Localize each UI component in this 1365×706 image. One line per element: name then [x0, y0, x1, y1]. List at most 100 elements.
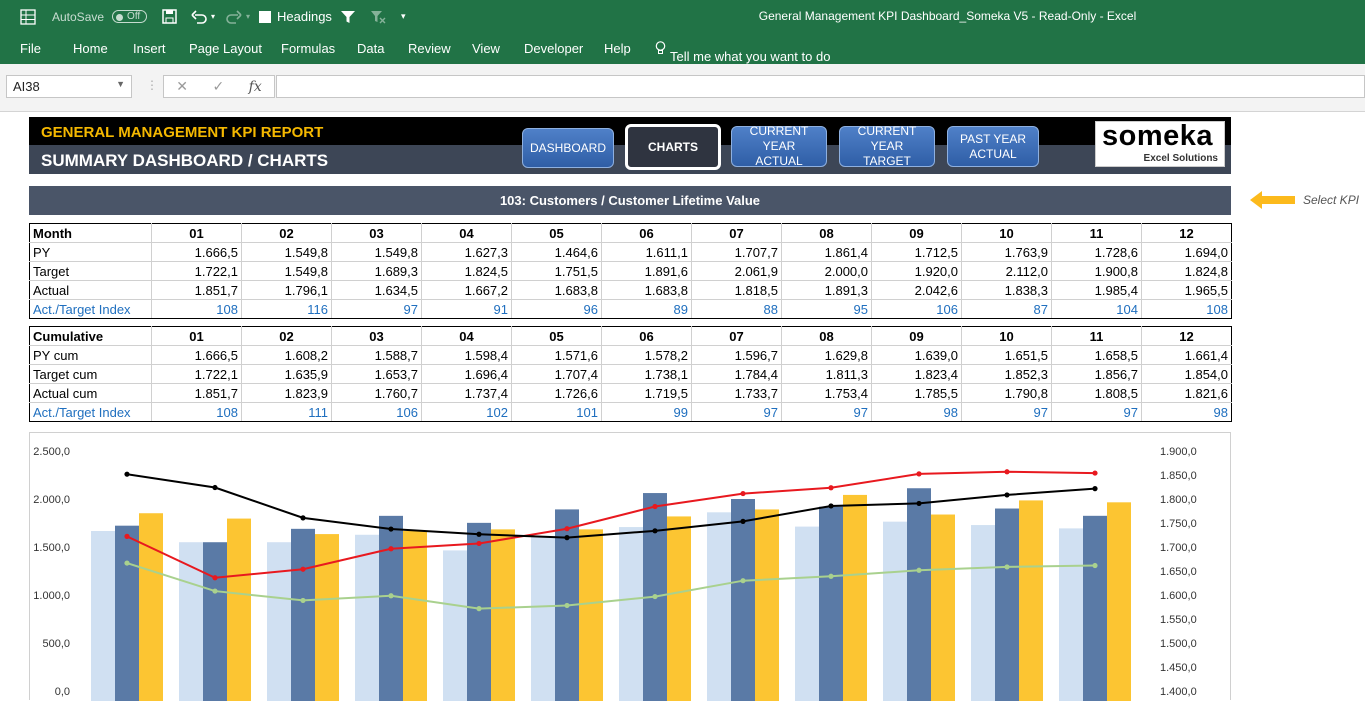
- cumulative-month-header[interactable]: 11: [1051, 326, 1142, 346]
- monthly-cell[interactable]: 89: [601, 299, 692, 319]
- tab-developer[interactable]: Developer: [524, 41, 584, 56]
- monthly-cell[interactable]: 1.549,8: [331, 242, 422, 262]
- cumulative-cell[interactable]: 97: [781, 402, 872, 422]
- cumulative-cell[interactable]: 1.856,7: [1051, 364, 1142, 384]
- cumulative-cell[interactable]: 1.753,4: [781, 383, 872, 403]
- cumulative-cell[interactable]: 102: [421, 402, 512, 422]
- cumulative-cell[interactable]: 1.823,9: [241, 383, 332, 403]
- monthly-cell[interactable]: 2.000,0: [781, 261, 872, 281]
- cumulative-cell[interactable]: 101: [511, 402, 602, 422]
- kpi-chart[interactable]: 0,0 500,0 1.000,0 1.500,0 2.000,0 2.500,0 1.40…: [29, 432, 1231, 701]
- monthly-month-header[interactable]: 01: [151, 223, 242, 243]
- cumulative-cell[interactable]: 1.588,7: [331, 345, 422, 365]
- monthly-cell[interactable]: 108: [1141, 299, 1232, 319]
- cumulative-cell[interactable]: 1.851,7: [151, 383, 242, 403]
- monthly-cell[interactable]: 88: [691, 299, 782, 319]
- cumulative-month-header[interactable]: 12: [1141, 326, 1232, 346]
- cumulative-cell[interactable]: 1.784,4: [691, 364, 782, 384]
- cumulative-cell[interactable]: 97: [1051, 402, 1142, 422]
- cumulative-cell[interactable]: 1.823,4: [871, 364, 962, 384]
- cumulative-month-header[interactable]: 04: [421, 326, 512, 346]
- monthly-header-label[interactable]: Month: [29, 223, 152, 243]
- filter-icon[interactable]: [340, 0, 356, 33]
- cumulative-cell[interactable]: 1.658,5: [1051, 345, 1142, 365]
- autosave-toggle[interactable]: AutoSave Off: [52, 0, 148, 33]
- charts-button[interactable]: CHARTS: [625, 124, 721, 170]
- monthly-row-label[interactable]: PY: [29, 242, 152, 262]
- cumulative-cell[interactable]: 1.852,3: [961, 364, 1052, 384]
- cumulative-cell[interactable]: 99: [601, 402, 692, 422]
- monthly-cell[interactable]: 1.851,7: [151, 280, 242, 300]
- headings-checkbox[interactable]: Headings: [259, 0, 332, 33]
- enter-icon[interactable]: ✓: [212, 78, 225, 94]
- monthly-cell[interactable]: 1.549,8: [241, 261, 332, 281]
- cumulative-month-header[interactable]: 03: [331, 326, 422, 346]
- current-year-target-button[interactable]: CURRENT YEAR TARGET: [839, 124, 935, 168]
- monthly-month-header[interactable]: 03: [331, 223, 422, 243]
- save-icon[interactable]: [162, 0, 177, 33]
- monthly-month-header[interactable]: 06: [601, 223, 692, 243]
- cumulative-cell[interactable]: 97: [961, 402, 1052, 422]
- monthly-cell[interactable]: 96: [511, 299, 602, 319]
- cumulative-row-label[interactable]: PY cum: [29, 345, 152, 365]
- tab-data[interactable]: Data: [357, 41, 385, 56]
- customize-toolbar-icon[interactable]: ▾: [401, 11, 406, 21]
- kpi-title-bar[interactable]: 103: Customers / Customer Lifetime Value: [29, 186, 1231, 215]
- monthly-month-header[interactable]: 10: [961, 223, 1052, 243]
- cumulative-cell[interactable]: 1.629,8: [781, 345, 872, 365]
- monthly-cell[interactable]: 1.549,8: [241, 242, 332, 262]
- monthly-cell[interactable]: 1.707,7: [691, 242, 782, 262]
- monthly-cell[interactable]: 1.965,5: [1141, 280, 1232, 300]
- monthly-cell[interactable]: 1.985,4: [1051, 280, 1142, 300]
- cumulative-cell[interactable]: 1.651,5: [961, 345, 1052, 365]
- cancel-icon[interactable]: ✕: [176, 78, 188, 94]
- cumulative-month-header[interactable]: 07: [691, 326, 782, 346]
- monthly-month-header[interactable]: 07: [691, 223, 782, 243]
- monthly-cell[interactable]: 1.838,3: [961, 280, 1052, 300]
- dashboard-button[interactable]: DASHBOARD: [522, 128, 614, 168]
- cumulative-cell[interactable]: 1.738,1: [601, 364, 692, 384]
- monthly-cell[interactable]: 1.818,5: [691, 280, 782, 300]
- cumulative-cell[interactable]: 1.661,4: [1141, 345, 1232, 365]
- fx-icon[interactable]: fx: [248, 78, 262, 95]
- monthly-cell[interactable]: 1.920,0: [871, 261, 962, 281]
- monthly-row-label[interactable]: Actual: [29, 280, 152, 300]
- tab-review[interactable]: Review: [408, 41, 451, 56]
- cumulative-cell[interactable]: 1.571,6: [511, 345, 602, 365]
- current-year-actual-button[interactable]: CURRENT YEAR ACTUAL: [731, 124, 827, 168]
- tab-formulas[interactable]: Formulas: [281, 41, 336, 56]
- cumulative-cell[interactable]: 1.726,6: [511, 383, 602, 403]
- monthly-cell[interactable]: 1.751,5: [511, 261, 602, 281]
- tab-file[interactable]: File: [20, 41, 41, 56]
- tab-help[interactable]: Help: [604, 41, 631, 56]
- cumulative-cell[interactable]: 1.598,4: [421, 345, 512, 365]
- tab-view[interactable]: View: [472, 41, 500, 56]
- monthly-cell[interactable]: 106: [871, 299, 962, 319]
- monthly-cell[interactable]: 97: [331, 299, 422, 319]
- cumulative-cell[interactable]: 98: [871, 402, 962, 422]
- monthly-cell[interactable]: 1.824,5: [421, 261, 512, 281]
- cumulative-cell[interactable]: 106: [331, 402, 422, 422]
- monthly-cell[interactable]: 1.824,8: [1141, 261, 1232, 281]
- tell-me-search[interactable]: Tell me what you want to do: [655, 41, 830, 64]
- cumulative-cell[interactable]: 1.666,5: [151, 345, 242, 365]
- cumulative-header-label[interactable]: Cumulative: [29, 326, 152, 346]
- cumulative-month-header[interactable]: 05: [511, 326, 602, 346]
- cumulative-cell[interactable]: 1.722,1: [151, 364, 242, 384]
- cumulative-cell[interactable]: 97: [691, 402, 782, 422]
- autosave-switch[interactable]: Off: [112, 10, 148, 23]
- monthly-cell[interactable]: 1.627,3: [421, 242, 512, 262]
- monthly-cell[interactable]: 1.728,6: [1051, 242, 1142, 262]
- cumulative-month-header[interactable]: 01: [151, 326, 242, 346]
- cumulative-cell[interactable]: 1.760,7: [331, 383, 422, 403]
- monthly-cell[interactable]: 91: [421, 299, 512, 319]
- cumulative-cell[interactable]: 108: [151, 402, 242, 422]
- monthly-cell[interactable]: 1.666,5: [151, 242, 242, 262]
- cumulative-cell[interactable]: 1.733,7: [691, 383, 782, 403]
- monthly-cell[interactable]: 1.900,8: [1051, 261, 1142, 281]
- monthly-month-header[interactable]: 11: [1051, 223, 1142, 243]
- monthly-cell[interactable]: 2.061,9: [691, 261, 782, 281]
- cumulative-month-header[interactable]: 10: [961, 326, 1052, 346]
- worksheet[interactable]: GENERAL MANAGEMENT KPI REPORT SUMMARY DA…: [0, 113, 1365, 701]
- cumulative-cell[interactable]: 1.808,5: [1051, 383, 1142, 403]
